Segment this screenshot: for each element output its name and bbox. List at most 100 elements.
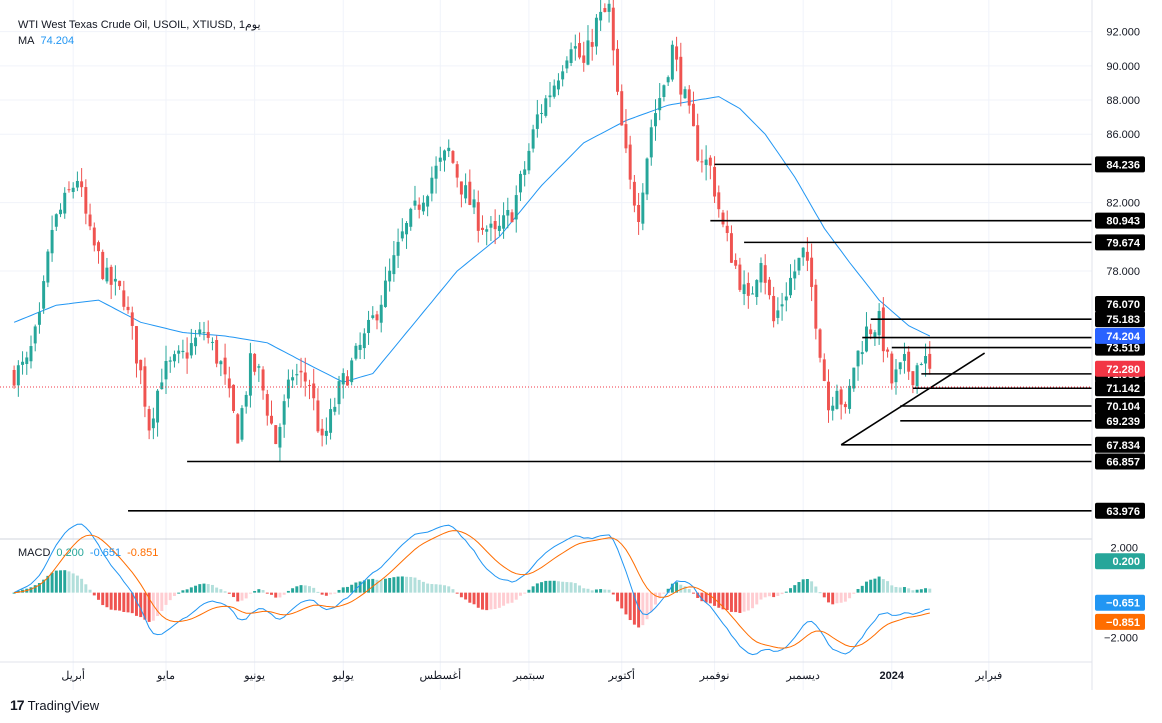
candle-body xyxy=(130,312,134,326)
symbol-title[interactable]: WTI West Texas Crude Oil, USOIL, XTIUSD,… xyxy=(18,19,261,31)
candle xyxy=(776,297,780,325)
candle-body xyxy=(409,208,413,227)
level-tag-text: 76.070 xyxy=(1106,299,1140,311)
candle-body xyxy=(789,277,792,296)
candle xyxy=(430,166,434,202)
candle-body xyxy=(793,271,797,279)
candle xyxy=(371,306,375,320)
candle xyxy=(375,310,379,330)
candle-body xyxy=(915,365,919,387)
candle-body xyxy=(383,280,387,307)
candle xyxy=(666,75,670,86)
macd-histogram-bar xyxy=(236,592,240,602)
candle xyxy=(607,0,611,23)
candle xyxy=(278,423,282,462)
macd-histogram-bar xyxy=(641,592,645,626)
candle-body xyxy=(700,161,704,163)
macd-histogram-bar xyxy=(616,592,619,602)
candle-body xyxy=(801,247,805,258)
time-axis: أبريل مايو يونيو يوليو أغسطس سبتمبر أكتوبر نوفم… xyxy=(0,661,1092,682)
macd-histogram-bar xyxy=(805,579,809,593)
macd-histogram-bar xyxy=(848,592,852,599)
macd-histogram-bar xyxy=(599,589,603,593)
macd-histogram-bar xyxy=(818,592,822,594)
candle xyxy=(282,394,286,438)
candle-body xyxy=(400,231,404,239)
candle-body xyxy=(514,195,518,220)
macd-histogram-bar xyxy=(721,592,725,610)
tradingview-brand[interactable]: 17 TradingView xyxy=(10,697,99,713)
macd-hist-value: 0.200 xyxy=(56,547,84,559)
level-tag-bg xyxy=(1095,311,1145,328)
macd-histogram-bar xyxy=(274,592,278,598)
macd-histogram-bar xyxy=(708,592,712,604)
candle xyxy=(527,143,531,175)
macd-histogram-bar xyxy=(223,591,227,593)
candle xyxy=(907,346,911,380)
ma-line[interactable] xyxy=(13,96,931,383)
candle-body xyxy=(455,164,459,178)
macd-histogram-bar xyxy=(379,579,383,593)
candle-body xyxy=(670,44,674,80)
candle-body xyxy=(506,210,510,216)
macd-histogram-bar xyxy=(147,592,151,622)
candle-body xyxy=(80,181,84,188)
macd-line[interactable] xyxy=(13,523,930,656)
candle-body xyxy=(691,103,695,127)
macd-histogram-bar xyxy=(405,576,409,593)
candle xyxy=(523,161,527,187)
macd-axis: 2.000 −2.000 xyxy=(1104,543,1138,645)
candle-body xyxy=(232,384,236,411)
candle-body xyxy=(350,360,354,383)
macd-histogram-bar xyxy=(434,584,438,593)
candle-body xyxy=(274,425,278,445)
candle xyxy=(324,417,328,445)
candle-body xyxy=(873,332,877,339)
candle-body xyxy=(367,319,371,333)
signal-line[interactable] xyxy=(14,530,930,649)
candle xyxy=(417,197,421,219)
candle-body xyxy=(388,270,392,282)
macd-histogram-bar xyxy=(295,586,299,593)
macd-histogram-bar xyxy=(658,592,662,599)
macd-histogram-bar xyxy=(481,592,484,610)
candle-body xyxy=(907,351,911,372)
level-tag-bg xyxy=(1095,397,1145,414)
candle-body xyxy=(413,200,417,206)
candle xyxy=(641,183,645,231)
candle xyxy=(345,370,349,386)
macd-histogram-bar xyxy=(645,592,649,620)
candle xyxy=(168,356,172,373)
candle xyxy=(573,34,577,61)
macd-histogram-bar xyxy=(586,588,590,593)
candle-body xyxy=(312,383,316,399)
candle xyxy=(156,389,160,437)
macd-histogram-bar xyxy=(793,585,797,593)
candle xyxy=(358,332,362,360)
macd-histogram-bar xyxy=(371,578,375,593)
macd-histogram-bar xyxy=(71,573,75,593)
ma-label[interactable]: MA xyxy=(18,35,35,47)
candle-body xyxy=(886,349,890,352)
candle xyxy=(194,329,198,355)
candle xyxy=(755,279,759,305)
time-tick-label: أكتوبر xyxy=(608,668,635,682)
macd-histogram-bar xyxy=(544,580,548,593)
trend-line[interactable] xyxy=(840,352,986,446)
candle-body xyxy=(202,332,206,334)
macd-histogram-bar xyxy=(443,585,446,593)
level-tag-text: 70.104 xyxy=(1106,401,1141,413)
candle-body xyxy=(25,357,29,364)
candle-body xyxy=(780,304,784,307)
candle xyxy=(561,65,565,87)
candle-body xyxy=(227,378,231,389)
candle xyxy=(172,350,176,368)
candle-body xyxy=(299,370,303,373)
candle xyxy=(556,73,560,96)
candle xyxy=(789,264,792,299)
macd-histogram-bar xyxy=(261,590,265,593)
candle-body xyxy=(71,187,75,192)
trend xyxy=(840,352,986,446)
macd-label[interactable]: MACD xyxy=(18,547,51,559)
